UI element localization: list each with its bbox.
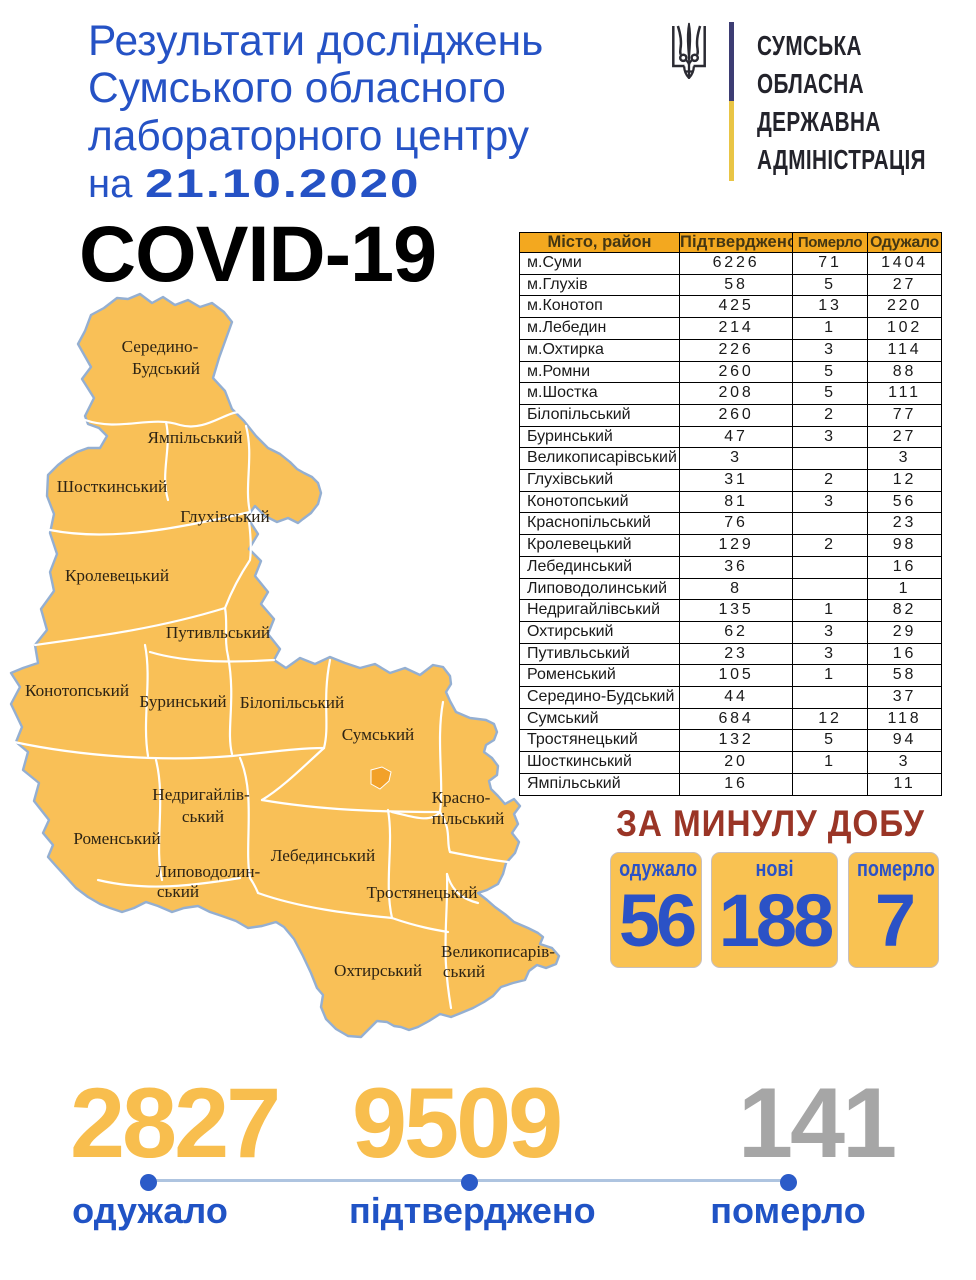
svg-text:Лебединський: Лебединський: [271, 846, 375, 865]
svg-text:Глухівський: Глухівський: [180, 507, 269, 526]
svg-text:пільський: пільський: [432, 809, 505, 828]
svg-text:Красно-: Красно-: [432, 788, 491, 807]
svg-text:Великописарів-: Великописарів-: [441, 942, 555, 961]
svg-text:Недригайлів-: Недригайлів-: [152, 785, 250, 804]
svg-text:Будський: Будський: [132, 359, 200, 378]
svg-text:Роменський: Роменський: [73, 829, 160, 848]
svg-text:Тростянецький: Тростянецький: [367, 883, 478, 902]
svg-text:Ямпільський: Ямпільський: [148, 428, 243, 447]
svg-text:Путивльський: Путивльський: [166, 623, 270, 642]
svg-text:Охтирський: Охтирський: [334, 961, 422, 980]
svg-text:Буринський: Буринський: [139, 692, 226, 711]
svg-text:Середино-: Середино-: [122, 337, 199, 356]
svg-text:ський: ський: [157, 882, 199, 901]
svg-text:Сумський: Сумський: [342, 725, 415, 744]
svg-text:Білопільський: Білопільський: [240, 693, 344, 712]
svg-text:ський: ський: [443, 962, 485, 981]
svg-text:Липоводолин-: Липоводолин-: [156, 862, 261, 881]
svg-text:Кролевецький: Кролевецький: [65, 566, 169, 585]
svg-text:Конотопський: Конотопський: [25, 681, 129, 700]
svg-text:Шосткинський: Шосткинський: [57, 477, 167, 496]
svg-text:ський: ський: [182, 807, 224, 826]
